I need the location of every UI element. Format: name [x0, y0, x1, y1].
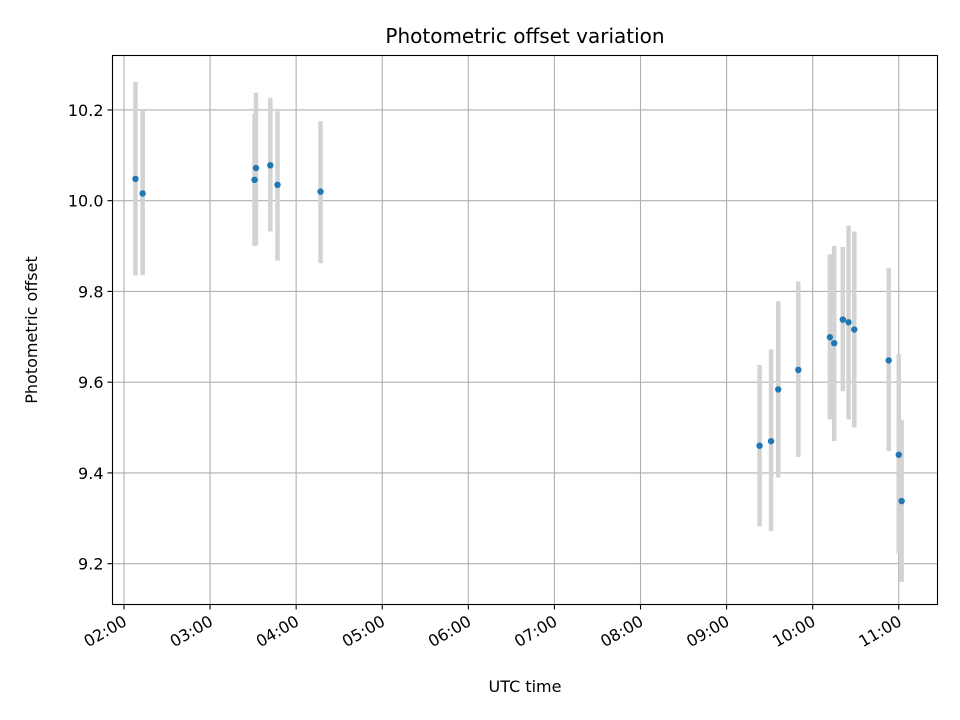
x-axis-label: UTC time	[489, 677, 562, 696]
data-point	[839, 316, 847, 323]
data-point	[267, 162, 274, 169]
data-point	[895, 451, 902, 458]
data-point	[274, 181, 281, 189]
data-point	[885, 357, 892, 364]
data-point	[132, 175, 139, 183]
data-points	[132, 162, 905, 505]
data-point	[826, 334, 834, 341]
y-tick-label: 10.0	[68, 192, 104, 211]
y-axis-ticks: 9.2 9.4 9.6 9.8 10.0 10.2	[68, 101, 113, 574]
data-point	[139, 190, 146, 197]
data-point	[795, 366, 802, 374]
y-tick-label: 9.2	[78, 555, 103, 574]
data-point	[252, 164, 260, 172]
data-point	[830, 339, 838, 347]
plot-frame	[111, 54, 939, 606]
data-point	[851, 326, 858, 333]
chart-title: Photometric offset variation	[385, 24, 664, 48]
y-tick-label: 9.6	[78, 373, 103, 392]
data-point	[756, 442, 763, 449]
data-point	[775, 386, 782, 393]
data-point	[845, 319, 852, 326]
data-point	[767, 437, 775, 445]
y-axis-label: Photometric offset	[22, 256, 41, 404]
y-tick-label: 9.4	[78, 464, 103, 483]
data-point	[317, 188, 324, 195]
y-tick-label: 10.2	[68, 101, 104, 120]
data-point	[898, 497, 905, 505]
y-tick-label: 9.8	[78, 282, 103, 301]
data-point	[251, 176, 258, 184]
